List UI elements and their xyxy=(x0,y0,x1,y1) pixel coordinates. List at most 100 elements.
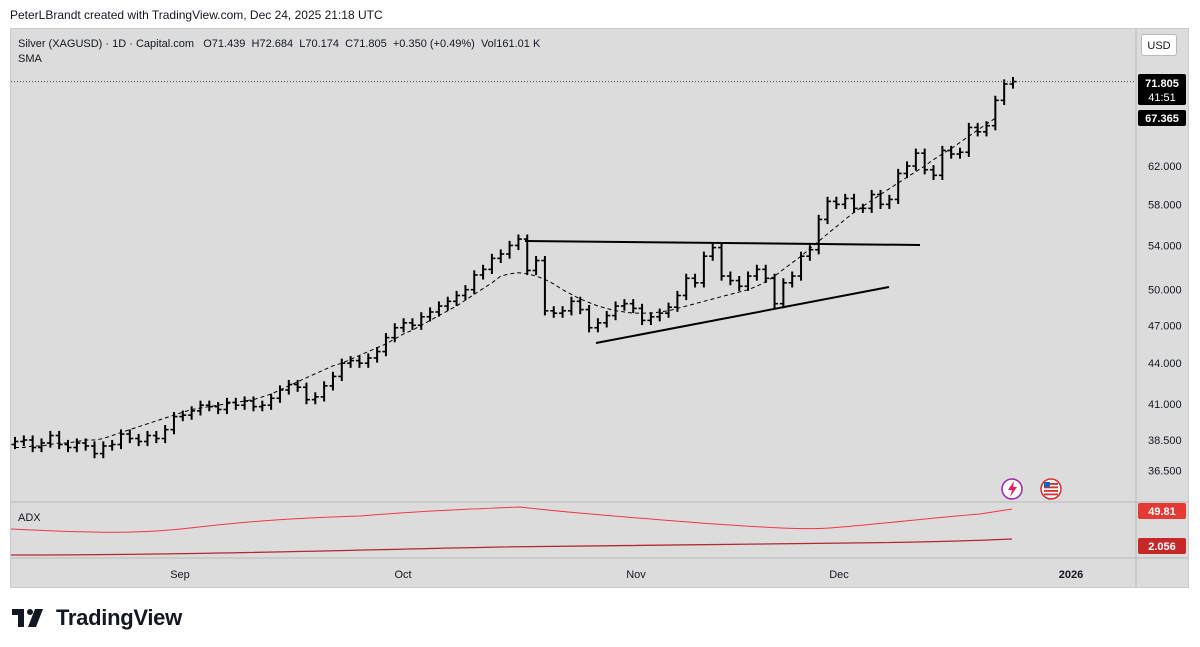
ohlc-bar xyxy=(824,196,832,225)
ohlc-bar xyxy=(311,392,319,405)
ohlc-bar xyxy=(37,438,45,453)
ohlc-bar xyxy=(417,312,425,330)
chart-frame[interactable] xyxy=(10,28,1189,588)
resistance-trendline xyxy=(524,240,921,246)
ohlc-bar xyxy=(55,430,63,450)
ohlc-bar xyxy=(232,397,240,410)
ohlc-bar xyxy=(355,356,363,368)
lightning-icon-bolt xyxy=(1008,481,1017,497)
close-value: C71.805 xyxy=(345,38,387,50)
ohlc-bar xyxy=(20,435,28,447)
open-value: O71.439 xyxy=(203,38,246,50)
lightning-event-icon xyxy=(1001,478,1023,500)
adx-value: 49.81 xyxy=(1148,506,1176,518)
ohlc-bar xyxy=(921,148,929,175)
ohlc-bar xyxy=(435,301,443,317)
currency-button[interactable]: USD xyxy=(1141,34,1177,56)
ohlc-bar xyxy=(779,278,787,309)
last-price-value: 71.805 xyxy=(1145,78,1179,90)
ohlc-bar xyxy=(788,271,796,288)
ohlc-bar xyxy=(912,148,920,171)
sma-price-badge: 67.365 xyxy=(1138,110,1186,126)
adx-badge2-bg xyxy=(1138,538,1186,554)
ohlc-bar xyxy=(559,306,567,318)
price-tick-label: 38.500 xyxy=(1148,435,1182,447)
ohlc-bar xyxy=(453,290,461,306)
ohlc-bar xyxy=(585,305,593,333)
ohlc-bar xyxy=(90,441,98,459)
flag-icon-stripe xyxy=(1044,486,1058,489)
symbol-info[interactable]: Silver (XAGUSD) · 1D · Capital.com xyxy=(18,38,195,50)
ohlc-bar xyxy=(170,412,178,435)
sma-indicator-label[interactable]: SMA xyxy=(18,53,42,65)
ohlc-bar xyxy=(408,318,416,330)
ohlc-bar xyxy=(762,264,770,283)
high-value: H72.684 xyxy=(251,38,294,50)
ohlc-bar xyxy=(656,308,664,322)
volume-value: Vol161.01 K xyxy=(480,38,541,50)
ohlc-bar xyxy=(974,122,982,137)
ohlc-bar xyxy=(868,189,876,213)
ohlc-bar xyxy=(302,382,310,405)
ohlc-bar xyxy=(426,307,434,322)
ohlc-bar xyxy=(364,353,372,368)
ohlc-bar xyxy=(726,271,734,286)
ohlc-bar xyxy=(541,255,549,316)
ohlc-bar xyxy=(841,193,849,209)
ohlc-bar xyxy=(294,379,302,392)
ohlc-bar xyxy=(991,95,999,131)
ohlc-bar xyxy=(682,273,690,301)
adx-line-secondary xyxy=(10,538,1013,556)
ohlc-bar xyxy=(877,189,885,209)
time-axis-label: Sep xyxy=(170,569,190,581)
sma-line xyxy=(15,117,996,449)
ohlc-bars xyxy=(11,77,1017,459)
adx-secondary-badge: 2.056 xyxy=(1138,538,1186,554)
us-flag-event-icon xyxy=(1040,478,1062,500)
ohlc-bar xyxy=(143,430,151,447)
ohlc-bar xyxy=(576,296,584,315)
ohlc-bar xyxy=(567,296,575,316)
price-tick-label: 41.000 xyxy=(1148,399,1182,411)
price-tick-label: 36.500 xyxy=(1148,466,1182,478)
ohlc-bar xyxy=(638,303,646,326)
adx-line-primary xyxy=(10,506,1013,533)
ohlc-bar xyxy=(665,302,673,318)
last-price-badge: 71.805 41:51 xyxy=(1138,74,1186,105)
ohlc-bar xyxy=(64,439,72,453)
ohlc-bar xyxy=(930,165,938,180)
ohlc-bar xyxy=(620,299,628,311)
ohlc-bar xyxy=(400,318,408,333)
ohlc-bar xyxy=(885,194,893,209)
ohlc-bar xyxy=(753,264,761,281)
ohlc-bar xyxy=(903,161,911,179)
ohlc-bar xyxy=(1000,79,1008,105)
flag-icon-stripe xyxy=(1044,493,1058,496)
tradingview-logo: TradingView xyxy=(12,605,182,631)
ohlc-bar xyxy=(603,310,611,328)
price-tick-label: 50.000 xyxy=(1148,285,1182,297)
flag-icon-stripe xyxy=(1044,490,1058,492)
ohlc-bar xyxy=(373,346,381,363)
ohlc-bar xyxy=(938,145,946,180)
ohlc-bar xyxy=(188,406,196,420)
ohlc-bar xyxy=(965,122,973,157)
ohlc-bar xyxy=(691,273,699,288)
sma-badge-bg xyxy=(1138,110,1186,126)
ohlc-bar xyxy=(108,439,116,451)
ohlc-bar xyxy=(391,323,399,343)
ohlc-bar xyxy=(850,193,858,213)
flag-icon-stripe xyxy=(1044,483,1058,485)
tradingview-logo-icon xyxy=(12,609,43,627)
adx-indicator-label[interactable]: ADX xyxy=(18,512,41,524)
ohlc-bar xyxy=(700,251,708,288)
ohlc-bar xyxy=(797,251,805,281)
price-tick-label: 47.000 xyxy=(1148,320,1182,332)
ohlc-bar xyxy=(806,245,814,261)
ohlc-bar xyxy=(329,371,337,391)
ohlc-bar xyxy=(258,400,266,412)
brand-name: TradingView xyxy=(56,605,182,630)
ohlc-bar xyxy=(29,435,37,453)
time-axis-label: Oct xyxy=(394,569,411,581)
